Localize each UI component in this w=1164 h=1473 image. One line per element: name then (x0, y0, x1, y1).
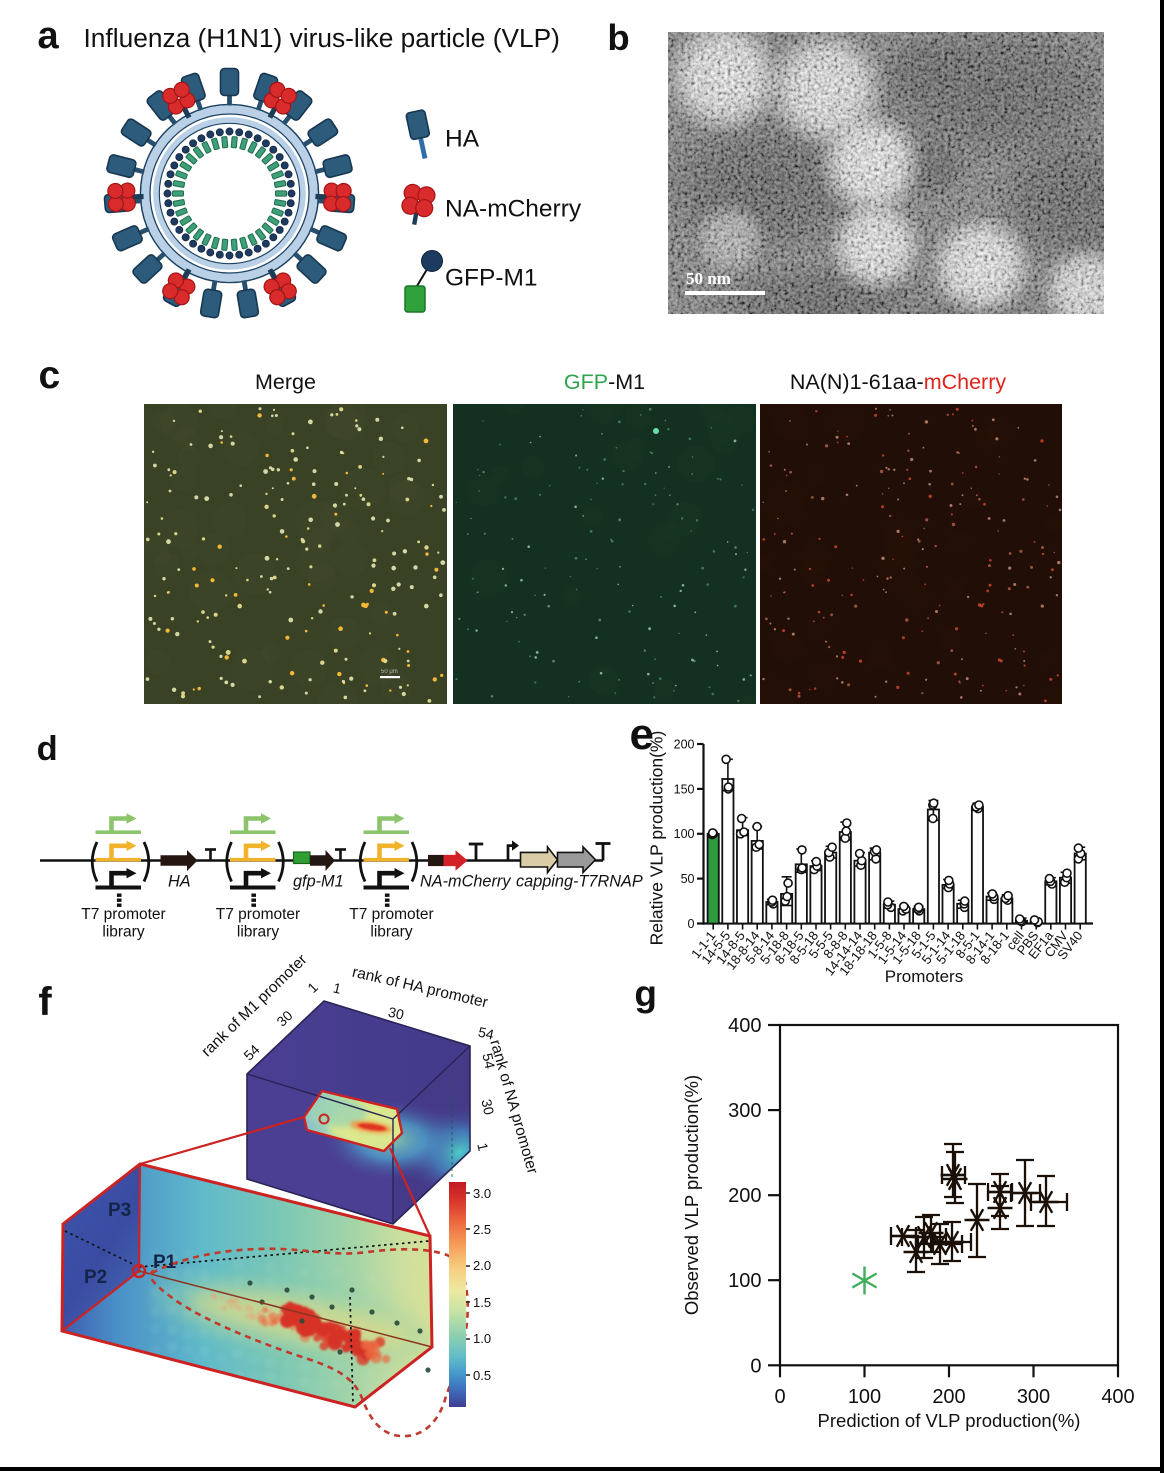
svg-text:capping-T7RNAP: capping-T7RNAP (516, 873, 643, 891)
svg-text:HA: HA (168, 873, 191, 891)
svg-text:HA: HA (445, 126, 480, 153)
svg-text:library: library (237, 924, 279, 941)
svg-text:library: library (370, 924, 412, 941)
svg-text:1.5: 1.5 (473, 1295, 491, 1310)
svg-text:54: 54 (477, 1024, 496, 1043)
svg-text:1: 1 (304, 979, 321, 996)
svg-text:1.0: 1.0 (473, 1331, 491, 1346)
svg-text:0: 0 (774, 1386, 785, 1408)
svg-text:300: 300 (728, 1100, 761, 1122)
svg-text:30: 30 (273, 1007, 295, 1029)
svg-text:rank of HA promoter: rank of HA promoter (351, 964, 490, 1012)
svg-text:0: 0 (688, 917, 695, 931)
svg-text:3.0: 3.0 (473, 1186, 491, 1201)
svg-text:Observed VLP production(%): Observed VLP production(%) (681, 1075, 702, 1315)
svg-text:Relative VLP production(%): Relative VLP production(%) (647, 731, 667, 946)
svg-text:50: 50 (681, 872, 695, 886)
svg-text:Prediction of VLP production(%: Prediction of VLP production(%) (818, 1410, 1081, 1431)
svg-text:P1: P1 (153, 1252, 177, 1273)
svg-text:Promoters: Promoters (885, 967, 963, 986)
svg-text:30: 30 (387, 1004, 406, 1023)
svg-text:50 μm: 50 μm (381, 669, 398, 675)
svg-text:2.5: 2.5 (473, 1222, 491, 1237)
svg-text:100: 100 (848, 1386, 881, 1408)
svg-text:150: 150 (674, 782, 695, 796)
svg-text:NA-mCherry: NA-mCherry (445, 196, 582, 223)
svg-text:200: 200 (728, 1185, 761, 1207)
svg-text:GFP-M1: GFP-M1 (445, 265, 538, 292)
svg-text:gfp-M1: gfp-M1 (293, 873, 344, 891)
svg-text:NA-mCherry: NA-mCherry (420, 873, 511, 891)
svg-text:100: 100 (674, 827, 695, 841)
svg-text:P2: P2 (84, 1267, 107, 1288)
svg-text:0.5: 0.5 (473, 1368, 491, 1383)
svg-text:400: 400 (728, 1015, 761, 1037)
svg-text:library: library (102, 924, 144, 941)
svg-text:200: 200 (674, 738, 695, 752)
svg-text:2.0: 2.0 (473, 1258, 491, 1273)
svg-text:54: 54 (479, 1052, 498, 1071)
svg-text:200: 200 (932, 1386, 965, 1408)
svg-text:T7 promoter: T7 promoter (216, 906, 300, 923)
svg-text:1: 1 (474, 1141, 491, 1152)
svg-text:50 nm: 50 nm (686, 269, 731, 288)
svg-text:400: 400 (1101, 1386, 1134, 1408)
svg-text:T7 promoter: T7 promoter (349, 906, 433, 923)
svg-text:54: 54 (240, 1041, 262, 1063)
svg-text:T7 promoter: T7 promoter (81, 906, 165, 923)
svg-text:P3: P3 (108, 1200, 131, 1221)
svg-text:0: 0 (750, 1355, 761, 1377)
svg-text:1: 1 (332, 979, 343, 996)
svg-text:30: 30 (478, 1098, 497, 1117)
svg-text:100: 100 (728, 1270, 761, 1292)
svg-text:300: 300 (1017, 1386, 1050, 1408)
